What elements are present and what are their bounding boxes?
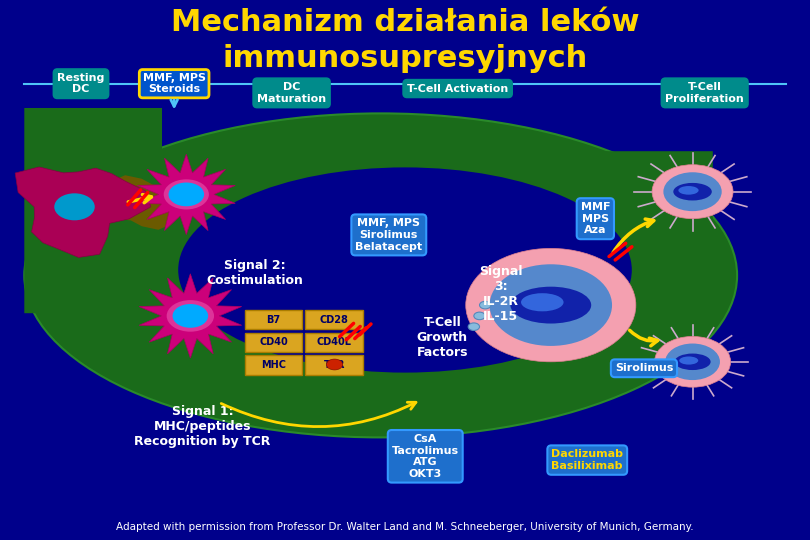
Ellipse shape: [673, 183, 712, 200]
Circle shape: [466, 248, 636, 362]
Ellipse shape: [675, 354, 710, 370]
Circle shape: [468, 323, 480, 330]
Text: DC
Maturation: DC Maturation: [257, 82, 326, 104]
Text: T-Cell
Growth
Factors: T-Cell Growth Factors: [416, 316, 468, 359]
Ellipse shape: [521, 293, 564, 312]
FancyBboxPatch shape: [245, 310, 302, 329]
Text: MMF
MPS
Aza: MMF MPS Aza: [581, 202, 610, 235]
Polygon shape: [15, 167, 151, 258]
Text: MMF, MPS
Sirolimus
Belatacept: MMF, MPS Sirolimus Belatacept: [356, 218, 422, 252]
FancyBboxPatch shape: [305, 355, 363, 375]
Text: Sirolimus: Sirolimus: [615, 363, 673, 373]
Text: CD40L: CD40L: [317, 338, 352, 347]
Text: Resting
DC: Resting DC: [58, 73, 104, 94]
Ellipse shape: [679, 186, 698, 195]
Ellipse shape: [24, 113, 737, 437]
Text: MHC: MHC: [261, 360, 286, 370]
Circle shape: [168, 183, 204, 206]
Circle shape: [480, 301, 491, 309]
Circle shape: [326, 359, 343, 370]
FancyBboxPatch shape: [245, 333, 302, 352]
Text: TCR: TCR: [323, 360, 345, 370]
Circle shape: [173, 304, 208, 328]
Text: Signal 1:
MHC/peptides
Recognition by TCR: Signal 1: MHC/peptides Recognition by TC…: [134, 405, 271, 448]
Text: CD40: CD40: [259, 338, 288, 347]
Circle shape: [489, 264, 612, 346]
Circle shape: [665, 343, 720, 380]
Text: T-Cell
Proliferation: T-Cell Proliferation: [665, 82, 744, 104]
Text: Signal
3:
IL-2R
IL-15: Signal 3: IL-2R IL-15: [479, 265, 522, 323]
Circle shape: [164, 179, 209, 210]
FancyBboxPatch shape: [305, 333, 363, 352]
Ellipse shape: [510, 287, 591, 323]
Ellipse shape: [178, 167, 632, 373]
Ellipse shape: [680, 356, 698, 365]
Text: MMF, MPS
Steroids: MMF, MPS Steroids: [143, 73, 206, 94]
FancyBboxPatch shape: [305, 310, 363, 329]
Text: Mechanizm działania leków
immunosupresyjnych: Mechanizm działania leków immunosupresyj…: [171, 8, 639, 73]
Polygon shape: [138, 154, 235, 234]
Text: T-Cell Activation: T-Cell Activation: [407, 84, 509, 93]
Text: Daclizumab
Basiliximab: Daclizumab Basiliximab: [552, 449, 623, 471]
FancyBboxPatch shape: [245, 355, 302, 375]
Text: CsA
Tacrolimus
ATG
OKT3: CsA Tacrolimus ATG OKT3: [392, 434, 458, 478]
Circle shape: [652, 165, 733, 219]
Circle shape: [474, 312, 485, 320]
Polygon shape: [91, 175, 193, 230]
Text: CD28: CD28: [320, 315, 348, 325]
Circle shape: [54, 193, 95, 220]
Text: Signal 2:
Costimulation: Signal 2: Costimulation: [207, 259, 304, 287]
Circle shape: [663, 172, 722, 211]
Polygon shape: [139, 274, 241, 358]
Text: Adapted with permission from Professor Dr. Walter Land and M. Schneeberger, Univ: Adapted with permission from Professor D…: [116, 522, 694, 531]
Circle shape: [654, 336, 731, 387]
Polygon shape: [24, 108, 162, 313]
Polygon shape: [486, 151, 713, 351]
Text: B7: B7: [266, 315, 280, 325]
Circle shape: [167, 300, 214, 332]
